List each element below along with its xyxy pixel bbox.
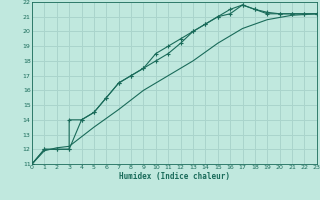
- X-axis label: Humidex (Indice chaleur): Humidex (Indice chaleur): [119, 172, 230, 181]
